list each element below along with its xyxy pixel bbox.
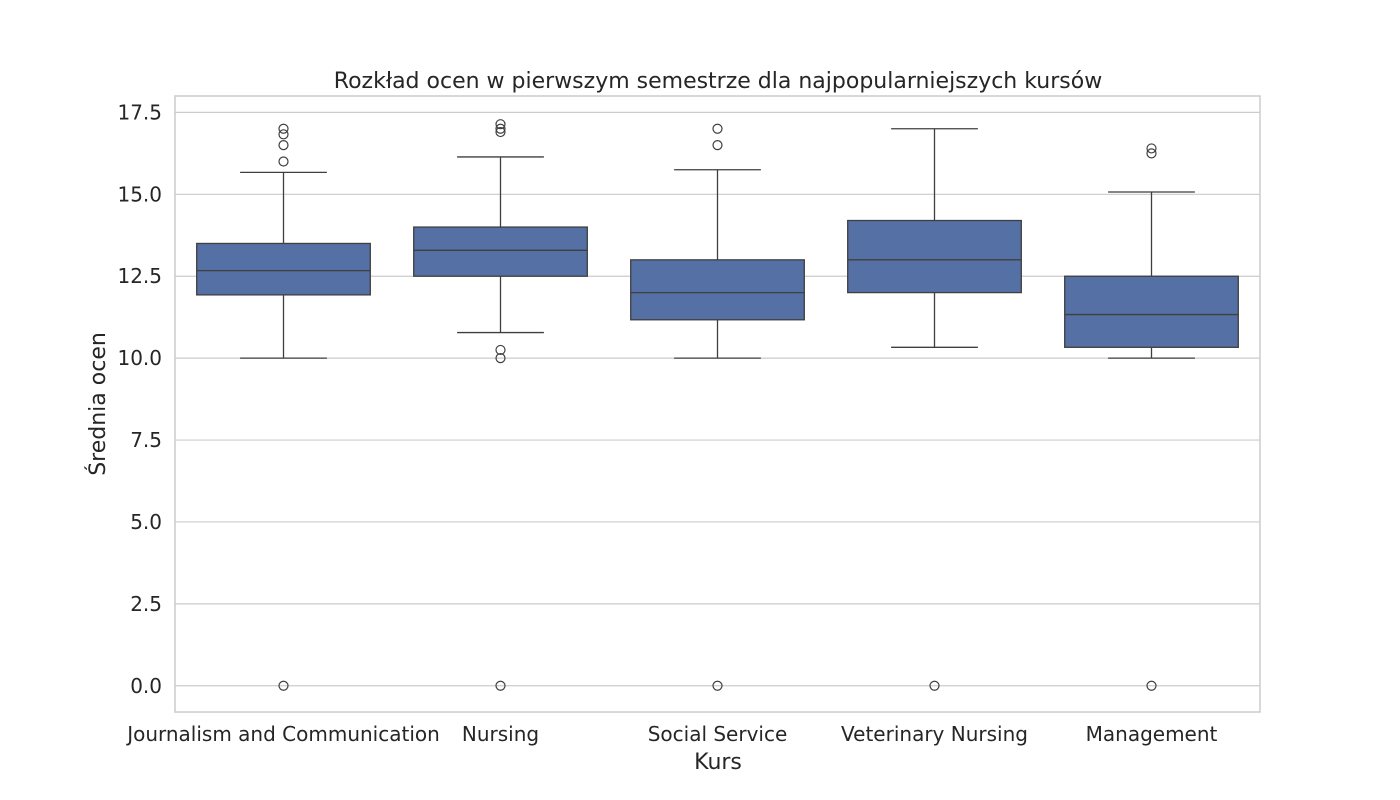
plot-frame [174, 95, 1261, 713]
outlier-point [278, 140, 289, 151]
y-tick-label: 0.0 [130, 674, 162, 698]
box-group [196, 123, 371, 691]
outlier-point [1146, 148, 1157, 159]
x-axis-label: Kurs [694, 750, 742, 775]
outlier-point [278, 123, 289, 134]
outlier-point [712, 123, 723, 134]
outlier-point [495, 353, 506, 364]
outlier-point [1146, 680, 1157, 691]
x-tick-label: Nursing [462, 722, 539, 746]
outlier-point [278, 680, 289, 691]
box-group [1064, 143, 1239, 691]
y-tick-label: 12.5 [117, 264, 162, 288]
y-tick-label: 17.5 [117, 100, 162, 124]
outlier-point [712, 140, 723, 151]
iqr-box [630, 259, 805, 321]
outlier-point [712, 680, 723, 691]
y-tick-label: 2.5 [130, 592, 162, 616]
box-group [413, 119, 588, 691]
outlier-point [495, 680, 506, 691]
x-tick-label: Social Service [648, 722, 788, 746]
x-tick-label: Journalism and Communication [125, 722, 440, 746]
outlier-point [929, 680, 940, 691]
chart-title: Rozkład ocen w pierwszym semestrze dla n… [334, 69, 1102, 94]
y-tick-labels: 0.0 2.5 5.0 7.5 10.0 12.5 15.0 17.5 [117, 100, 162, 697]
box-group [847, 128, 1022, 691]
outlier-point [495, 119, 506, 130]
outlier-point [278, 129, 289, 140]
x-tick-label: Management [1086, 722, 1218, 746]
outlier-point [278, 156, 289, 167]
iqr-box [1064, 275, 1239, 348]
y-tick-label: 10.0 [117, 346, 162, 370]
outlier-point [1146, 143, 1157, 154]
iqr-box [196, 242, 371, 296]
iqr-box [413, 226, 588, 277]
outlier-point [495, 344, 506, 356]
boxes [196, 119, 1239, 691]
outlier-point [495, 123, 506, 134]
outlier-point [495, 126, 506, 138]
x-tick-labels: Journalism and Communication Nursing Socia… [125, 722, 1217, 746]
y-axis-label: Średnia ocen [85, 332, 111, 476]
iqr-box [847, 219, 1022, 294]
y-tick-label: 5.0 [130, 510, 162, 534]
y-tick-label: 7.5 [130, 428, 162, 452]
box-group [630, 123, 805, 691]
x-tick-label: Veterinary Nursing [841, 722, 1028, 746]
y-tick-label: 15.0 [117, 182, 162, 206]
